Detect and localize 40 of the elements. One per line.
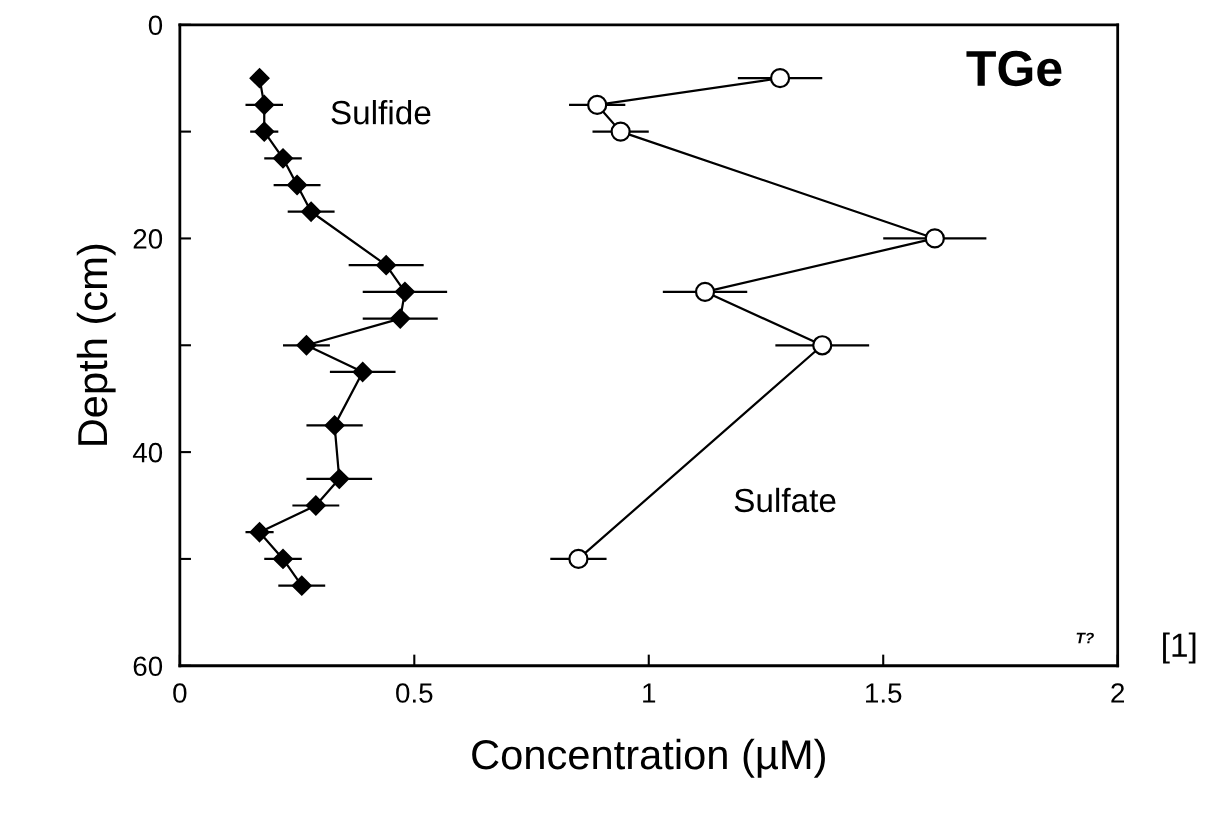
annotation: T? bbox=[1076, 632, 1094, 644]
point bbox=[390, 308, 411, 329]
series-label: Sulfide bbox=[331, 99, 431, 125]
point bbox=[254, 121, 275, 142]
point bbox=[301, 201, 322, 222]
point bbox=[305, 495, 326, 516]
text: [1] bbox=[1163, 632, 1196, 664]
point bbox=[254, 94, 275, 115]
x-axis-title: Concentration (µM) bbox=[472, 738, 825, 778]
point bbox=[376, 255, 397, 276]
point bbox=[394, 281, 415, 302]
point bbox=[296, 335, 317, 356]
point bbox=[812, 335, 833, 356]
y-tick-label: 20 bbox=[133, 229, 163, 249]
point bbox=[587, 94, 608, 116]
point bbox=[568, 548, 589, 570]
x-tick-label: 1 bbox=[643, 683, 656, 703]
point bbox=[291, 575, 312, 596]
annotation: TGe bbox=[966, 50, 1062, 87]
x-tick-label: 2 bbox=[1111, 683, 1125, 703]
point bbox=[769, 68, 791, 89]
x-tick-label: 0.5 bbox=[396, 683, 433, 703]
y-tick-label: 0 bbox=[148, 15, 163, 36]
point bbox=[249, 68, 270, 89]
point bbox=[273, 548, 293, 569]
y-axis-title: Depth (cm) bbox=[76, 244, 116, 445]
x-tick-label: 0 bbox=[173, 683, 187, 703]
y-tick-label: 40 bbox=[132, 442, 163, 463]
point bbox=[249, 522, 270, 543]
point bbox=[694, 281, 716, 302]
y-tick-label: 60 bbox=[133, 656, 163, 677]
point bbox=[610, 121, 631, 142]
point bbox=[273, 148, 293, 169]
point bbox=[329, 468, 350, 489]
x-tick-label: 1.5 bbox=[866, 683, 902, 703]
point bbox=[352, 362, 373, 382]
point bbox=[287, 175, 308, 195]
point bbox=[924, 228, 945, 249]
point bbox=[324, 415, 345, 436]
series-label: Sulfate bbox=[734, 487, 836, 513]
